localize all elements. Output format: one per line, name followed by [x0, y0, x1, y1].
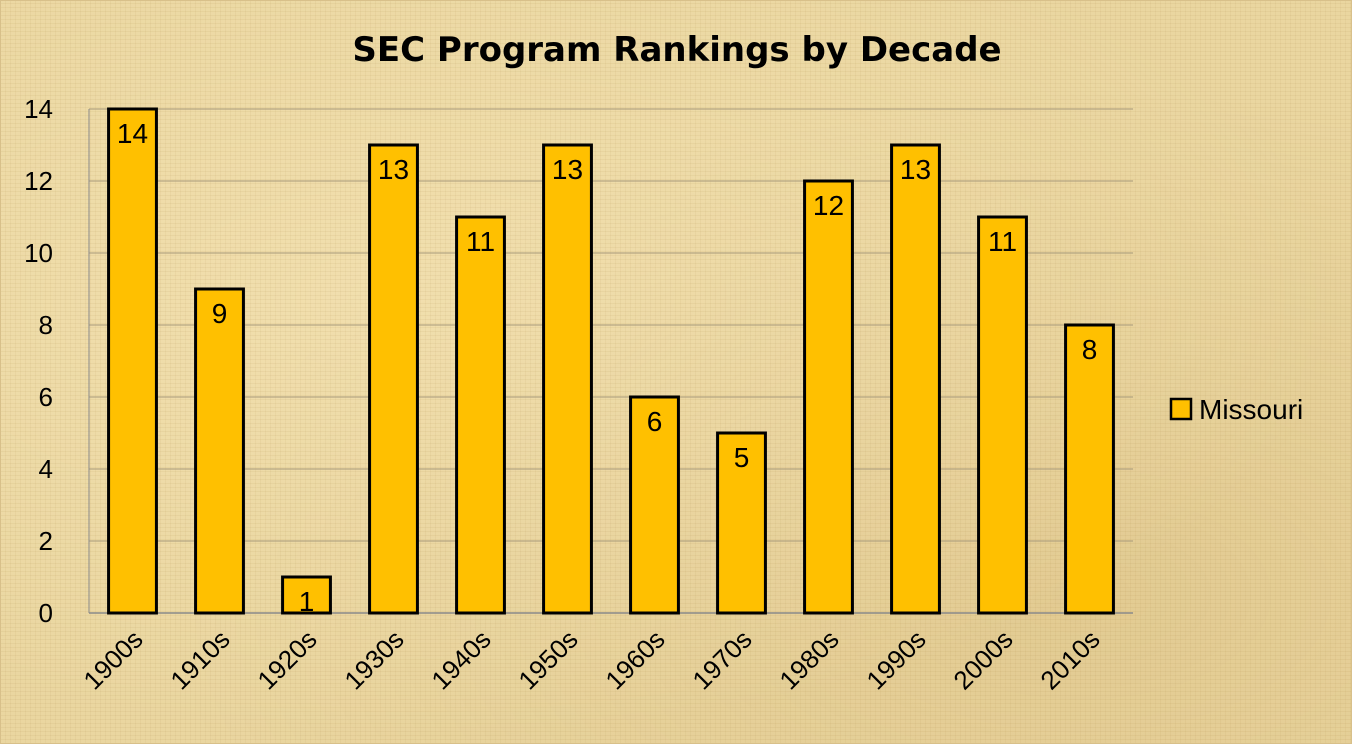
data-label-1940s: 11 — [466, 226, 495, 257]
bar-1960s[interactable] — [629, 395, 680, 615]
legend-label-missouri: Missouri — [1199, 394, 1303, 425]
y-tick-label: 12 — [24, 166, 53, 196]
x-tick-label: 1960s — [599, 624, 670, 695]
y-axis: 0 2 4 6 8 10 12 14 — [24, 94, 90, 628]
bar-1930s[interactable] — [368, 143, 419, 615]
bar-2010s[interactable] — [1064, 323, 1115, 615]
data-label-1930s: 13 — [378, 154, 409, 185]
gridlines — [89, 108, 1133, 614]
bar-1990s[interactable] — [890, 143, 941, 615]
x-tick-label: 1950s — [512, 624, 583, 695]
bar-1910s[interactable] — [194, 287, 245, 615]
data-labels: 14 9 1 13 11 13 6 5 12 13 11 8 — [117, 118, 1097, 617]
x-tick-label: 1980s — [773, 624, 844, 695]
y-tick-label: 10 — [24, 238, 53, 268]
x-tick-label: 1910s — [164, 624, 235, 695]
bar-1950s[interactable] — [542, 143, 593, 615]
chart-title: SEC Program Rankings by Decade — [352, 30, 1001, 70]
bars — [107, 107, 1115, 615]
x-axis: 1900s 1910s 1920s 1930s 1940s 1950s 1960s 1970s… — [77, 624, 1105, 695]
y-tick-label: 0 — [39, 598, 53, 628]
y-tick-label: 2 — [39, 526, 53, 556]
y-tick-label: 8 — [39, 310, 53, 340]
bar-1980s[interactable] — [803, 179, 854, 615]
legend-swatch-missouri — [1169, 397, 1193, 421]
x-tick-label: 1990s — [860, 624, 931, 695]
data-label-1990s: 13 — [900, 154, 931, 185]
data-label-1960s: 6 — [647, 406, 663, 437]
bar-1940s[interactable] — [455, 215, 506, 615]
x-tick-label: 2000s — [947, 624, 1018, 695]
bar-2000s[interactable] — [977, 215, 1028, 615]
x-tick-label: 1970s — [686, 624, 757, 695]
bar-1970s[interactable] — [716, 431, 767, 615]
x-tick-label: 1940s — [425, 624, 496, 695]
bar-1920s[interactable] — [281, 575, 332, 615]
x-tick-label: 1900s — [77, 624, 148, 695]
x-tick-label: 1930s — [338, 624, 409, 695]
legend[interactable]: Missouri — [1169, 394, 1303, 425]
bar-1900s[interactable] — [107, 107, 158, 615]
data-label-1980s: 12 — [813, 190, 844, 221]
data-label-1920s: 1 — [299, 586, 315, 617]
y-tick-label: 14 — [24, 94, 53, 124]
x-tick-label: 2010s — [1034, 624, 1105, 695]
y-tick-label: 4 — [39, 454, 53, 484]
data-label-1970s: 5 — [734, 442, 750, 473]
x-tick-label: 1920s — [251, 624, 322, 695]
data-label-1950s: 13 — [552, 154, 583, 185]
data-label-2000s: 11 — [988, 226, 1017, 257]
data-label-1910s: 9 — [212, 298, 228, 329]
data-label-2010s: 8 — [1082, 334, 1098, 365]
data-label-1900s: 14 — [117, 118, 148, 149]
y-tick-label: 6 — [39, 382, 53, 412]
